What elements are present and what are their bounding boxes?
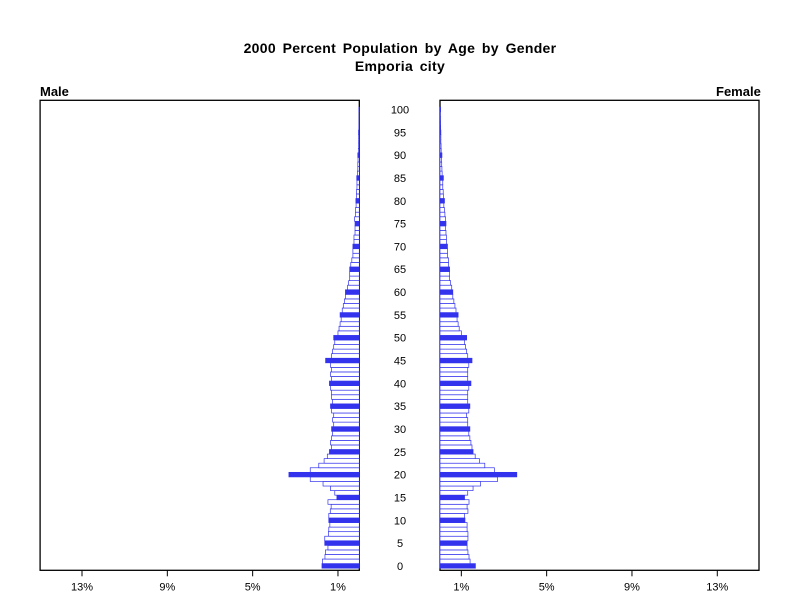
svg-text:13%: 13% [706, 581, 728, 593]
svg-text:5%: 5% [245, 581, 261, 593]
svg-text:35: 35 [394, 401, 406, 413]
svg-text:10: 10 [394, 515, 406, 527]
svg-text:1%: 1% [330, 581, 346, 593]
svg-text:95: 95 [394, 127, 406, 139]
svg-text:1%: 1% [453, 581, 469, 593]
svg-text:100: 100 [391, 105, 409, 117]
svg-text:60: 60 [394, 287, 406, 299]
svg-text:0: 0 [397, 561, 403, 573]
svg-text:85: 85 [394, 173, 406, 185]
svg-text:20: 20 [394, 470, 406, 482]
svg-text:5: 5 [397, 538, 403, 550]
svg-text:65: 65 [394, 264, 406, 276]
svg-text:13%: 13% [71, 581, 93, 593]
svg-text:5%: 5% [539, 581, 555, 593]
svg-text:9%: 9% [159, 581, 175, 593]
svg-text:75: 75 [394, 219, 406, 231]
svg-text:45: 45 [394, 356, 406, 368]
svg-text:25: 25 [394, 447, 406, 459]
svg-text:70: 70 [394, 241, 406, 253]
svg-text:80: 80 [394, 196, 406, 208]
svg-text:55: 55 [394, 310, 406, 322]
svg-text:50: 50 [394, 333, 406, 345]
svg-text:30: 30 [394, 424, 406, 436]
svg-text:90: 90 [394, 150, 406, 162]
svg-text:15: 15 [394, 492, 406, 504]
svg-text:40: 40 [394, 378, 406, 390]
svg-text:9%: 9% [624, 581, 640, 593]
